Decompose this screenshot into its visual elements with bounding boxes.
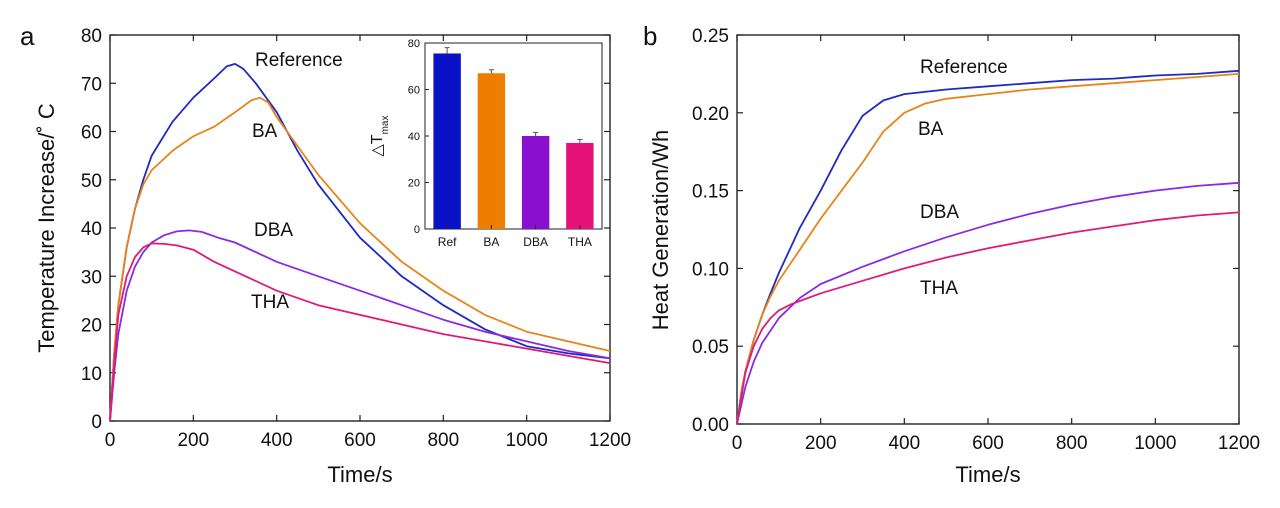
- panel-b-y-axis-label: Heat Generation/Wh: [648, 130, 673, 331]
- inset-bar-tha: [566, 142, 594, 229]
- a-x-tick-label: 400: [261, 430, 293, 451]
- b-x-tick-label: 1000: [1134, 433, 1176, 454]
- a-series-line-dba: [109, 229, 611, 422]
- a-x-tick-label: 1200: [589, 430, 631, 451]
- inset-bars: [433, 47, 594, 230]
- b-y-tick-label: 0.10: [692, 259, 729, 280]
- b-x-tick-label: 800: [1056, 433, 1088, 454]
- panel-b-series-label-tha: THA: [920, 278, 958, 299]
- panel-b-y-ticks: 0.00 0.05 0.10 0.15 0.20 0.25: [692, 26, 1239, 436]
- a-y-tick-label: 70: [81, 74, 102, 95]
- panel-b: b 0.00 0.05 0.10 0.15 0.20 0.25 0 200 400 600 800…: [643, 21, 1260, 487]
- inset-y-tick-label: 0: [414, 224, 420, 236]
- b-y-tick-label: 0.00: [692, 415, 729, 436]
- b-series-line-ba: [736, 73, 1240, 425]
- panel-b-x-ticks: 0 200 400 600 800 1000 1200: [732, 35, 1260, 454]
- b-x-tick-label: 200: [805, 433, 837, 454]
- inset-y-tick-label: 40: [408, 131, 420, 143]
- b-x-tick-label: 1200: [1218, 433, 1260, 454]
- panel-b-series-label-reference: Reference: [920, 57, 1008, 78]
- panel-b-label: b: [643, 21, 657, 51]
- panel-a-x-ticks: 0 200 400 600 800 1000 1200: [105, 35, 631, 451]
- b-y-tick-label: 0.15: [692, 182, 729, 203]
- a-x-tick-label: 200: [177, 430, 209, 451]
- inset-bar-ref: [433, 53, 461, 230]
- a-y-tick-label: 30: [81, 267, 102, 288]
- panel-a-inset-bar-chart: 0 20 40 60 80 Ref BA DBA THA △Tmax: [369, 38, 603, 249]
- inset-bar-dba: [521, 136, 550, 229]
- a-y-tick-label: 80: [81, 26, 102, 47]
- b-y-tick-label: 0.05: [692, 337, 729, 358]
- b-y-tick-label: 0.25: [692, 26, 729, 47]
- inset-category-label: Ref: [438, 235, 457, 249]
- b-series-line-dba: [736, 181, 1240, 425]
- a-y-tick-label: 50: [81, 171, 102, 192]
- a-y-tick-label: 20: [81, 316, 102, 337]
- inset-bar-ba: [477, 73, 506, 229]
- svg-text:△Tmax: △Tmax: [369, 116, 391, 157]
- a-x-tick-label: 800: [427, 430, 459, 451]
- inset-y-tick-label: 80: [408, 38, 420, 50]
- panel-a-series-label-ba: BA: [252, 121, 278, 142]
- panel-a-y-axis-label: Temperature Increase/˚ C: [34, 103, 59, 353]
- a-x-tick-label: 0: [105, 430, 116, 451]
- a-y-tick-label: 10: [81, 364, 102, 385]
- a-x-tick-label: 600: [344, 430, 376, 451]
- panel-b-series-label-dba: DBA: [920, 202, 959, 223]
- a-series-line-tha: [109, 242, 611, 422]
- panel-a-series-label-reference: Reference: [255, 50, 343, 71]
- panel-a-x-axis-label: Time/s: [327, 462, 392, 487]
- a-y-tick-label: 40: [81, 219, 102, 240]
- b-x-tick-label: 600: [972, 433, 1004, 454]
- a-series-line-ba: [109, 96, 611, 422]
- a-x-tick-label: 1000: [506, 430, 548, 451]
- panel-a-label: a: [20, 21, 35, 51]
- panel-a-y-ticks: 0 10 20 30 40 50 60 70 80: [81, 26, 610, 433]
- inset-y-axis-label: △Tmax: [369, 116, 391, 157]
- inset-y-tick-label: 60: [408, 85, 420, 97]
- panel-b-x-axis-label: Time/s: [955, 462, 1020, 487]
- b-series-line-tha: [736, 211, 1240, 425]
- inset-y-ticks: 0 20 40 60 80: [408, 38, 429, 236]
- panel-b-series-label-ba: BA: [918, 119, 944, 140]
- panel-a-series-lines: [109, 63, 611, 422]
- b-y-tick-label: 0.20: [692, 104, 729, 125]
- panel-a-series-label-dba: DBA: [254, 220, 293, 241]
- b-x-tick-label: 0: [732, 433, 743, 454]
- panel-b-series-lines: [736, 69, 1240, 425]
- a-y-tick-label: 60: [81, 123, 102, 144]
- panel-a-series-label-tha: THA: [251, 292, 289, 313]
- a-y-tick-label: 0: [91, 412, 102, 433]
- b-x-tick-label: 400: [888, 433, 920, 454]
- inset-category-labels: Ref BA DBA THA: [438, 225, 592, 249]
- inset-category-label: DBA: [523, 235, 548, 249]
- inset-category-label: THA: [568, 235, 592, 249]
- inset-category-label: BA: [483, 235, 499, 249]
- inset-y-tick-label: 20: [408, 178, 420, 190]
